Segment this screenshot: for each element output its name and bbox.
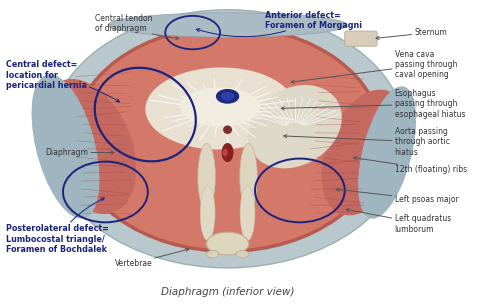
Ellipse shape — [108, 13, 347, 37]
Ellipse shape — [180, 87, 260, 127]
FancyBboxPatch shape — [344, 31, 377, 46]
Text: 12th (floating) ribs: 12th (floating) ribs — [354, 156, 467, 174]
Text: Diaphragm: Diaphragm — [46, 148, 114, 157]
Ellipse shape — [73, 27, 382, 251]
Ellipse shape — [40, 79, 136, 214]
Text: Vertebrae: Vertebrae — [116, 248, 189, 268]
Ellipse shape — [146, 67, 295, 149]
Text: Aorta passing
through aortic
hiatus: Aorta passing through aortic hiatus — [284, 127, 450, 157]
Text: Left quadratus
lumborum: Left quadratus lumborum — [346, 208, 451, 234]
Ellipse shape — [48, 10, 407, 268]
Ellipse shape — [240, 186, 255, 241]
Text: Sternum: Sternum — [376, 28, 448, 39]
Text: Vena cava
passing through
caval opening: Vena cava passing through caval opening — [291, 49, 457, 83]
Ellipse shape — [322, 90, 408, 215]
Ellipse shape — [358, 86, 416, 219]
Ellipse shape — [198, 143, 216, 210]
Ellipse shape — [222, 149, 228, 156]
Text: Left psoas major: Left psoas major — [336, 188, 458, 204]
Ellipse shape — [223, 125, 232, 134]
Text: Central defect=
location for
pericardial hernia: Central defect= location for pericardial… — [6, 60, 119, 102]
Ellipse shape — [200, 186, 215, 241]
Ellipse shape — [236, 250, 249, 258]
Ellipse shape — [32, 74, 100, 219]
Text: Diaphragm (inferior view): Diaphragm (inferior view) — [161, 287, 294, 297]
Text: Central tendon
of diaphragm: Central tendon of diaphragm — [96, 14, 179, 40]
Text: Posterolateral defect=
Lumbocostal triangle/
Foramen of Bochdalek: Posterolateral defect= Lumbocostal trian… — [6, 198, 108, 254]
Circle shape — [216, 90, 238, 103]
Ellipse shape — [240, 143, 257, 210]
Ellipse shape — [206, 232, 249, 255]
Ellipse shape — [222, 143, 233, 162]
Text: Anterior defect=
Foramen of Morgagni: Anterior defect= Foramen of Morgagni — [196, 11, 362, 37]
Text: Esophagus
passing through
esophageal hiatus: Esophagus passing through esophageal hia… — [282, 89, 465, 119]
Ellipse shape — [206, 250, 219, 258]
Circle shape — [222, 93, 234, 100]
Ellipse shape — [248, 85, 342, 168]
